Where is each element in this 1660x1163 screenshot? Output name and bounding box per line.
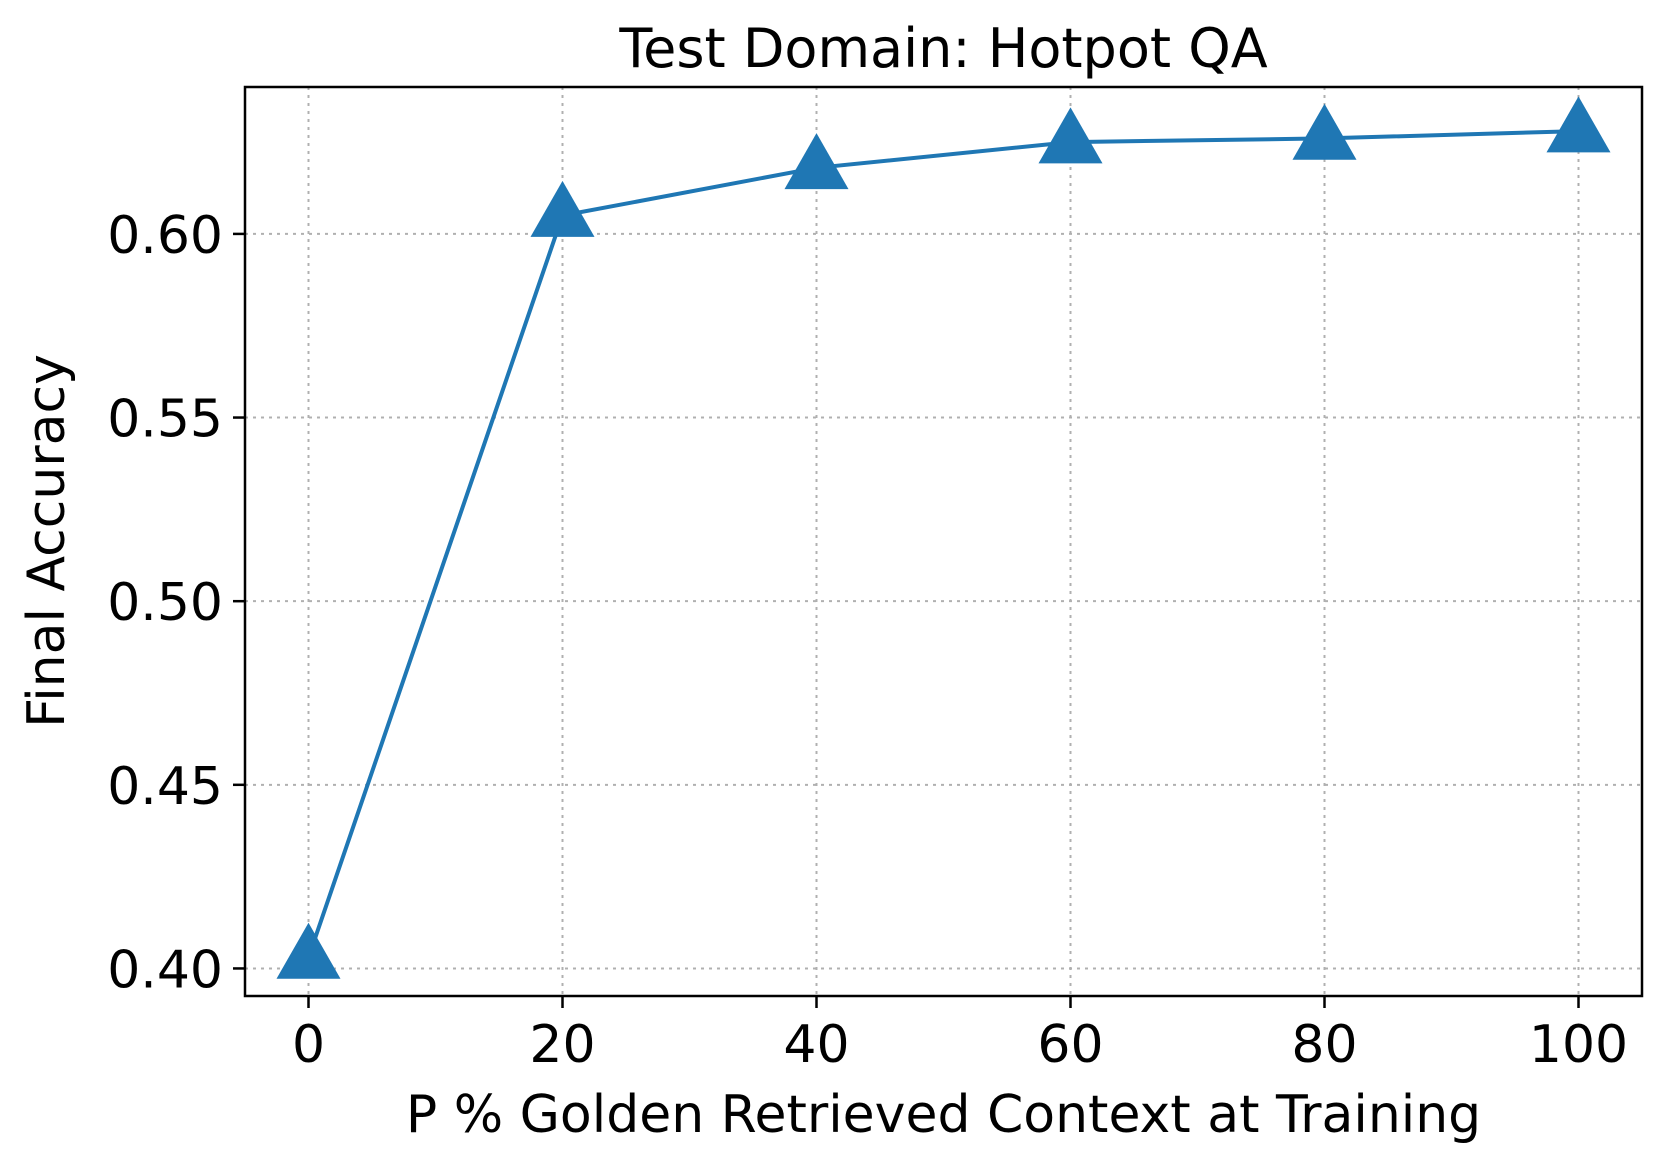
x-tick-label: 60: [1037, 1015, 1103, 1075]
triangle-marker: [1292, 103, 1357, 160]
x-tick-label: 0: [292, 1015, 325, 1075]
triangle-marker: [1546, 96, 1611, 153]
y-tick-label: 0.50: [107, 573, 223, 633]
x-tick-label: 40: [783, 1015, 849, 1075]
y-tick-label: 0.55: [107, 390, 223, 450]
triangle-marker: [1038, 107, 1103, 164]
series-line: [306, 129, 1579, 959]
x-tick-label: 80: [1291, 1015, 1357, 1075]
grid-layer: [245, 87, 1642, 996]
x-tick-label: 100: [1529, 1015, 1628, 1075]
y-axis-label: Final Accuracy: [17, 354, 77, 728]
x-tick-label: 20: [529, 1015, 595, 1075]
triangle-marker: [784, 133, 849, 190]
tick-layer: 0 20 40 60 80 100 0.40 0.45 0.50 0.55 0.60: [107, 206, 1628, 1075]
plot-area-frame: [243, 85, 1644, 998]
y-tick-label: 0.60: [107, 206, 223, 266]
x-axis-label: P % Golden Retrieved Context at Training: [406, 1085, 1481, 1145]
series-layer: [276, 96, 1611, 979]
chart-title: Test Domain: Hotpot QA: [618, 17, 1267, 80]
triangle-marker: [276, 922, 341, 979]
triangle-marker: [530, 180, 595, 237]
y-tick-label: 0.45: [107, 757, 223, 817]
y-tick-label: 0.40: [107, 940, 223, 1000]
